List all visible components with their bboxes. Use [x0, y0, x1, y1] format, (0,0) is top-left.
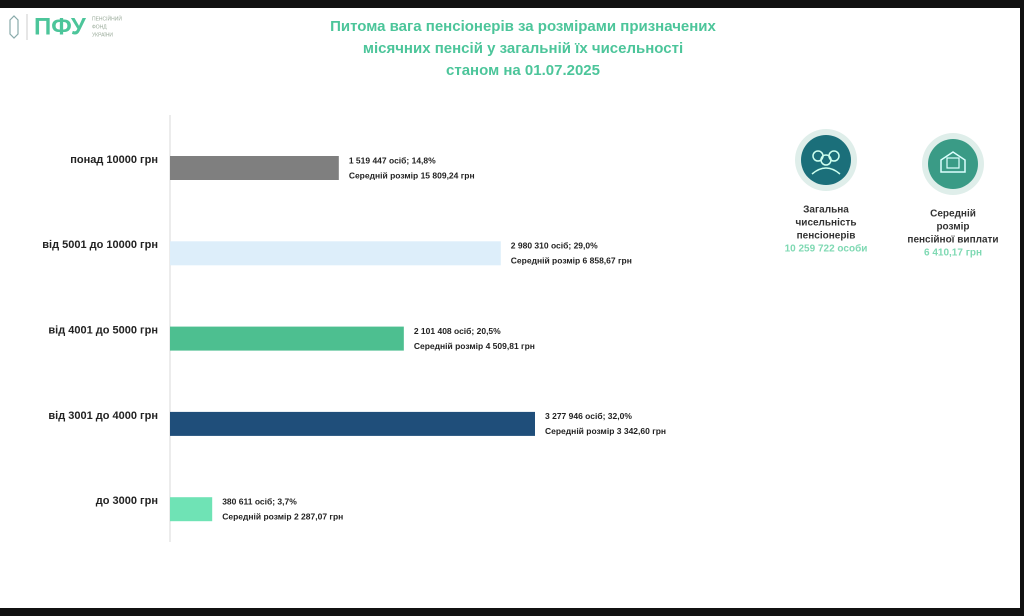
data-label: 1 519 447 осіб; 14,8% [349, 155, 436, 165]
chart-title: Питома вага пенсіонерів за розмірами при… [330, 18, 716, 35]
data-label: 2 980 310 осіб; 29,0% [511, 241, 598, 251]
icon-circle [801, 135, 851, 185]
y-tick-label: від 3001 до 4000 грн [48, 410, 158, 422]
logo-caption: ПЕНСІЙНИЙ [92, 14, 122, 22]
icon-glyph [820, 154, 832, 166]
data-note: Середній розмір 4 509,81 грн [414, 341, 535, 351]
icon-glyph [940, 151, 966, 173]
data-note: Середній розмір 6 858,67 грн [511, 256, 632, 266]
data-note: Середній розмір 15 809,24 грн [349, 170, 475, 180]
data-label: 2 101 408 осіб; 20,5% [414, 326, 501, 336]
trident [9, 15, 19, 39]
logo-caption: ФОНД [92, 24, 107, 30]
data-note: Середній розмір 3 342,60 грн [545, 426, 666, 436]
bar [170, 241, 501, 266]
icon-circle [928, 139, 978, 189]
slide [0, 8, 1020, 608]
bar [170, 411, 535, 436]
summary-value: 10 259 722 особи [785, 243, 868, 255]
summary-label: Середній [930, 209, 976, 220]
y-tick-label: від 5001 до 10000 грн [42, 239, 158, 251]
icon-glyph [811, 167, 841, 175]
summary-label: пенсійної виплати [907, 235, 998, 246]
data-label: 3 277 946 осіб; 32,0% [545, 411, 632, 421]
summary-label: чисельність [795, 218, 856, 229]
chart-title: місячних пенсій у загальній їх чисельнос… [363, 40, 683, 57]
chart-title: станом на 01.07.2025 [446, 62, 600, 79]
logo-text: ПФУ [34, 13, 87, 40]
data-label: 380 611 осіб; 3,7% [222, 496, 297, 506]
bar [170, 326, 404, 351]
summary-icon [795, 129, 857, 191]
bar [170, 497, 213, 522]
bar [170, 156, 339, 180]
logo-caption: УКРАЇНИ [92, 31, 113, 38]
summary-label: Загальна [803, 205, 849, 216]
y-tick-label: понад 10000 грн [70, 154, 158, 166]
summary-label: пенсіонерів [797, 231, 856, 242]
logo: ПФУ ПЕНСІЙНИЙ ФОНД УКРАЇНИ [9, 13, 122, 40]
summary-label: розмір [936, 222, 969, 233]
y-tick-label: від 4001 до 5000 грн [48, 325, 158, 337]
icon-glyph [946, 157, 960, 169]
summary-icon [922, 133, 984, 195]
summary-value: 6 410,17 грн [924, 248, 982, 259]
data-note: Середній розмір 2 287,07 грн [222, 511, 343, 521]
y-tick-label: до 3000 грн [96, 495, 158, 507]
